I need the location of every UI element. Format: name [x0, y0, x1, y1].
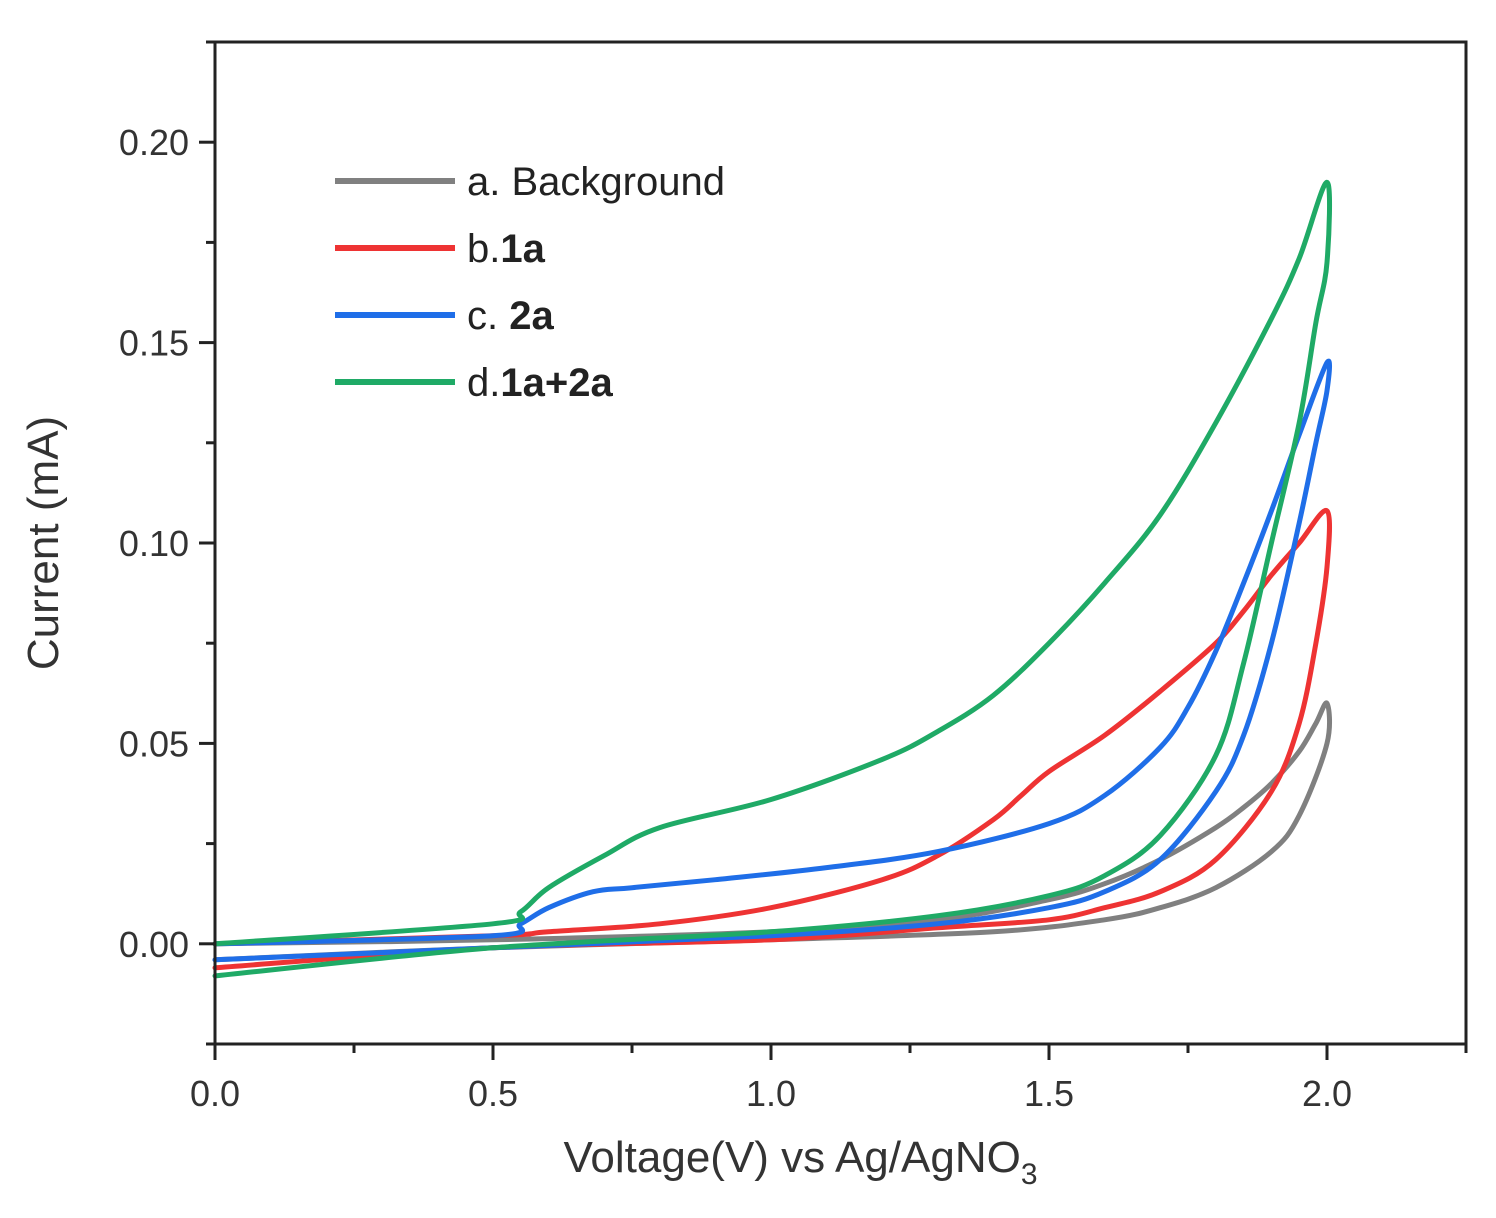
y-tick-label: 0.05	[119, 723, 189, 764]
legend-entry: d.1a+2a	[467, 361, 613, 405]
x-tick-label: 1.0	[746, 1073, 796, 1114]
y-tick-label: 0.10	[119, 523, 189, 564]
legend-prefix: b.	[467, 227, 500, 271]
legend-label: Background	[511, 160, 724, 204]
y-axis-title: Current (mA)	[19, 416, 68, 670]
series-line-d	[212, 179, 1333, 979]
x-axis-title-text: Voltage(V) vs Ag/AgNO	[563, 1133, 1020, 1182]
x-tick-label: 0.5	[468, 1073, 518, 1114]
legend-entry: a. Background	[467, 160, 725, 204]
x-axis-title-subscript: 3	[1021, 1158, 1038, 1191]
y-tick-label: 0.00	[119, 924, 189, 965]
legend-label: 1a	[500, 227, 545, 271]
y-tick-label: 0.20	[119, 122, 189, 163]
series-line-a	[212, 700, 1333, 963]
legend-label: 2a	[509, 294, 554, 338]
legend-prefix: d.	[467, 361, 500, 405]
ticks-layer: 0.0 0.5 1.0 1.5 2.0 0.00 0.05 0.10 0.15 0.20	[119, 40, 1468, 1114]
y-tick-label: 0.15	[119, 323, 189, 364]
series-line-b	[212, 508, 1333, 971]
legend-prefix: a.	[467, 160, 511, 204]
legend-entry: b.1a	[467, 227, 546, 271]
legend-prefix: c.	[467, 294, 509, 338]
x-tick-label: 2.0	[1302, 1073, 1352, 1114]
legend-label: 1a+2a	[500, 361, 613, 405]
x-tick-label: 1.5	[1024, 1073, 1074, 1114]
legend-entry: c. 2a	[467, 294, 554, 338]
series-layer	[212, 179, 1333, 979]
x-axis-title: Voltage(V) vs Ag/AgNO3	[563, 1133, 1037, 1191]
x-tick-label: 0.0	[190, 1073, 240, 1114]
